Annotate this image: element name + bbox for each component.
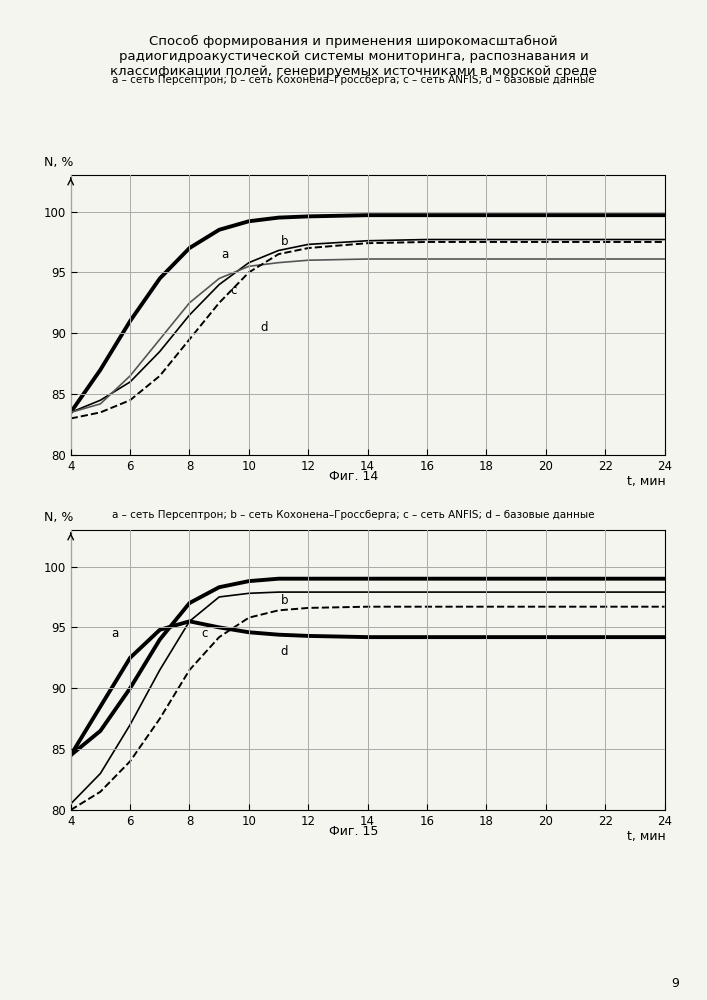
Text: Способ формирования и применения широкомасштабной
радиогидроакустической системы: Способ формирования и применения широком… [110,35,597,78]
Text: a: a [221,248,229,261]
Text: b: b [281,235,288,248]
Y-axis label: N, %: N, % [44,156,74,169]
Text: b: b [281,594,288,607]
Text: a – сеть Персептрон; b – сеть Кохонена–Гроссберга; c – сеть ANFIS; d – базовые д: a – сеть Персептрон; b – сеть Кохонена–Г… [112,510,595,520]
Text: d: d [260,321,267,334]
Text: 9: 9 [671,977,679,990]
Text: Фиг. 14: Фиг. 14 [329,470,378,483]
Y-axis label: N, %: N, % [44,511,74,524]
Text: Фиг. 15: Фиг. 15 [329,825,378,838]
X-axis label: t, мин: t, мин [627,830,666,843]
Text: d: d [281,645,288,658]
Text: c: c [230,284,238,297]
Text: a – сеть Персептрон; b – сеть Кохонена–Гроссберга; c – сеть ANFIS; d – базовые д: a – сеть Персептрон; b – сеть Кохонена–Г… [112,75,595,85]
Text: c: c [201,627,208,640]
Text: a: a [112,627,119,640]
X-axis label: t, мин: t, мин [627,475,666,488]
